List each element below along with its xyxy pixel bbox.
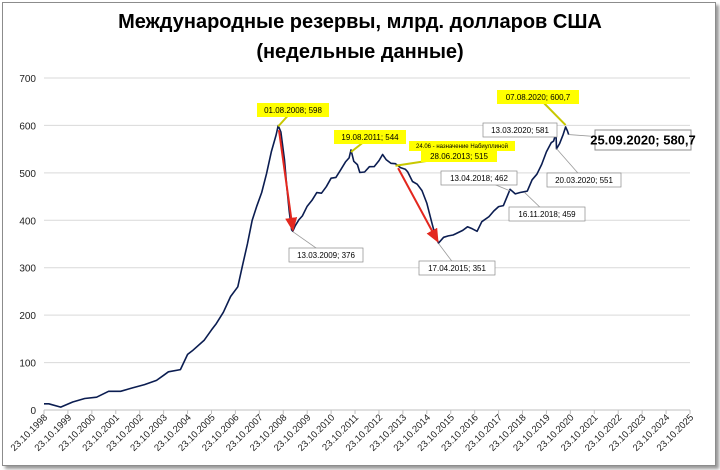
annotation-box	[421, 150, 497, 162]
annotation-box	[409, 141, 515, 151]
chart-subtitle: (недельные данные)	[256, 41, 464, 63]
annotation-box	[508, 206, 586, 222]
annotation-box	[440, 170, 518, 186]
y-tick-label: 0	[30, 406, 36, 417]
annotation-box	[546, 172, 622, 188]
annotation-label: 19.08.2011; 544	[341, 133, 399, 142]
annotation-label: 13.03.2020; 581	[491, 126, 549, 135]
annotation-box	[497, 90, 579, 104]
chart-title: Международные резервы, млрд. долларов СШ…	[118, 11, 602, 33]
y-tick-label: 400	[19, 216, 36, 227]
annotation-label: 17.04.2015; 351	[428, 264, 486, 273]
y-tick-label: 700	[19, 74, 36, 85]
y-tick-label: 600	[19, 121, 36, 132]
annotation-box	[288, 247, 364, 263]
annotation-label: 13.04.2018; 462	[450, 174, 508, 183]
y-tick-label: 500	[19, 169, 36, 180]
chart-frame	[2, 2, 716, 466]
y-tick-label: 300	[19, 264, 36, 275]
drop-arrow-2013	[397, 167, 439, 243]
annotation-label: 25.09.2020; 580,7	[590, 133, 696, 148]
drop-arrow-2008	[277, 130, 298, 232]
annotation-label: 13.03.2009; 376	[297, 251, 355, 260]
annotation-box	[482, 122, 558, 138]
y-tick-label: 200	[19, 311, 36, 322]
annotation-label: 01.08.2008; 598	[264, 106, 322, 115]
annotation-box	[418, 260, 496, 276]
y-tick-label: 100	[19, 359, 36, 370]
annotation-box	[594, 129, 692, 151]
annotation-label: 20.03.2020; 551	[555, 176, 613, 185]
annotation-label: 16.11.2018; 459	[518, 210, 576, 219]
annotation-box	[257, 103, 329, 117]
annotation-label: 24.06 - назначение Набиуллиной	[416, 143, 508, 150]
annotation-label: 07.08.2020; 600,7	[506, 93, 571, 102]
annotation-label: 28.06.2013; 515	[430, 152, 488, 161]
series-line	[44, 124, 570, 408]
annotation-box	[334, 130, 406, 144]
